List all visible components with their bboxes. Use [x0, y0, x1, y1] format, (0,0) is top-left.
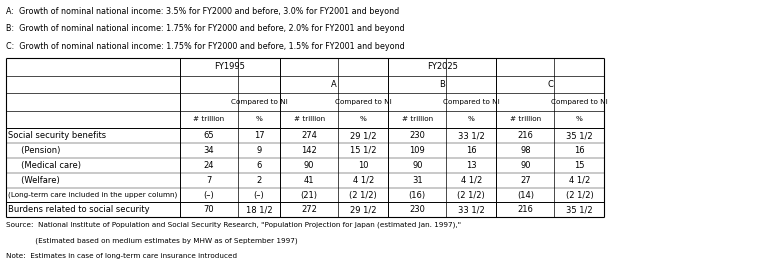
Text: 41: 41 — [304, 176, 314, 185]
Text: Compared to NI: Compared to NI — [231, 99, 287, 105]
Text: C: C — [547, 80, 554, 89]
Text: A:  Growth of nominal national income: 3.5% for FY2000 and before, 3.0% for FY20: A: Growth of nominal national income: 3.… — [6, 7, 399, 16]
Text: 17: 17 — [254, 131, 264, 140]
Text: 16: 16 — [574, 146, 584, 155]
Text: 230: 230 — [409, 131, 425, 140]
Text: (–): (–) — [254, 191, 264, 200]
Text: (Long-term care included in the upper column): (Long-term care included in the upper co… — [8, 192, 178, 198]
Text: 65: 65 — [204, 131, 214, 140]
Text: (Pension): (Pension) — [8, 146, 61, 155]
Text: 35 1/2: 35 1/2 — [566, 131, 593, 140]
Text: 70: 70 — [204, 205, 214, 214]
Text: FY2025: FY2025 — [427, 62, 458, 71]
Text: 4 1/2: 4 1/2 — [569, 176, 590, 185]
Text: # trillion: # trillion — [193, 116, 225, 122]
Text: 18 1/2: 18 1/2 — [245, 205, 273, 214]
Text: %: % — [576, 116, 583, 122]
Text: 33 1/2: 33 1/2 — [458, 205, 485, 214]
Text: 34: 34 — [204, 146, 214, 155]
Text: (–): (–) — [204, 191, 214, 200]
Text: 4 1/2: 4 1/2 — [461, 176, 482, 185]
Text: (Welfare): (Welfare) — [8, 176, 60, 185]
Text: (14): (14) — [516, 191, 534, 200]
Text: Note:  Estimates in case of long-term care insurance introduced: Note: Estimates in case of long-term car… — [6, 253, 237, 259]
Text: 272: 272 — [301, 205, 317, 214]
Text: 16: 16 — [466, 146, 476, 155]
Text: 10: 10 — [358, 161, 368, 170]
Text: Social security benefits: Social security benefits — [8, 131, 107, 140]
Text: (Medical care): (Medical care) — [8, 161, 82, 170]
Text: 29 1/2: 29 1/2 — [350, 205, 377, 214]
Text: 31: 31 — [412, 176, 422, 185]
Text: 216: 216 — [517, 205, 533, 214]
Text: B:  Growth of nominal national income: 1.75% for FY2000 and before, 2.0% for FY2: B: Growth of nominal national income: 1.… — [6, 24, 405, 33]
Text: (Estimated based on medium estimates by MHW as of September 1997): (Estimated based on medium estimates by … — [6, 237, 298, 244]
Text: 9: 9 — [256, 146, 262, 155]
Text: Compared to NI: Compared to NI — [335, 99, 391, 105]
Text: %: % — [360, 116, 367, 122]
Text: (2 1/2): (2 1/2) — [458, 191, 485, 200]
Text: 29 1/2: 29 1/2 — [350, 131, 377, 140]
Text: 230: 230 — [409, 205, 425, 214]
Text: C:  Growth of nominal national income: 1.75% for FY2000 and before, 1.5% for FY2: C: Growth of nominal national income: 1.… — [6, 42, 405, 51]
Text: 4 1/2: 4 1/2 — [353, 176, 374, 185]
Text: 6: 6 — [256, 161, 262, 170]
Text: 15: 15 — [574, 161, 584, 170]
Text: Compared to NI: Compared to NI — [443, 99, 499, 105]
Text: 90: 90 — [304, 161, 314, 170]
Text: FY1995: FY1995 — [215, 62, 245, 71]
Text: %: % — [468, 116, 475, 122]
Text: Compared to NI: Compared to NI — [551, 99, 608, 105]
Text: A: A — [331, 80, 337, 89]
Text: %: % — [256, 116, 262, 122]
Text: (2 1/2): (2 1/2) — [350, 191, 377, 200]
Text: 27: 27 — [520, 176, 530, 185]
Text: Burdens related to social security: Burdens related to social security — [8, 205, 150, 214]
Text: 13: 13 — [466, 161, 476, 170]
Text: # trillion: # trillion — [293, 116, 325, 122]
Text: (21): (21) — [300, 191, 318, 200]
Text: 90: 90 — [412, 161, 422, 170]
Text: 7: 7 — [206, 176, 212, 185]
Text: (16): (16) — [408, 191, 426, 200]
Text: 90: 90 — [520, 161, 530, 170]
Text: (2 1/2): (2 1/2) — [566, 191, 593, 200]
Text: 109: 109 — [409, 146, 425, 155]
Text: 142: 142 — [301, 146, 317, 155]
Text: 35 1/2: 35 1/2 — [566, 205, 593, 214]
Text: Source:  National Institute of Population and Social Security Research, "Populat: Source: National Institute of Population… — [6, 221, 462, 228]
Text: 274: 274 — [301, 131, 317, 140]
Text: B: B — [439, 80, 445, 89]
Text: 98: 98 — [520, 146, 530, 155]
Text: 24: 24 — [204, 161, 214, 170]
Text: 2: 2 — [256, 176, 262, 185]
Text: 216: 216 — [517, 131, 533, 140]
Text: # trillion: # trillion — [401, 116, 433, 122]
Text: 33 1/2: 33 1/2 — [458, 131, 485, 140]
Text: # trillion: # trillion — [510, 116, 541, 122]
Text: 15 1/2: 15 1/2 — [350, 146, 377, 155]
